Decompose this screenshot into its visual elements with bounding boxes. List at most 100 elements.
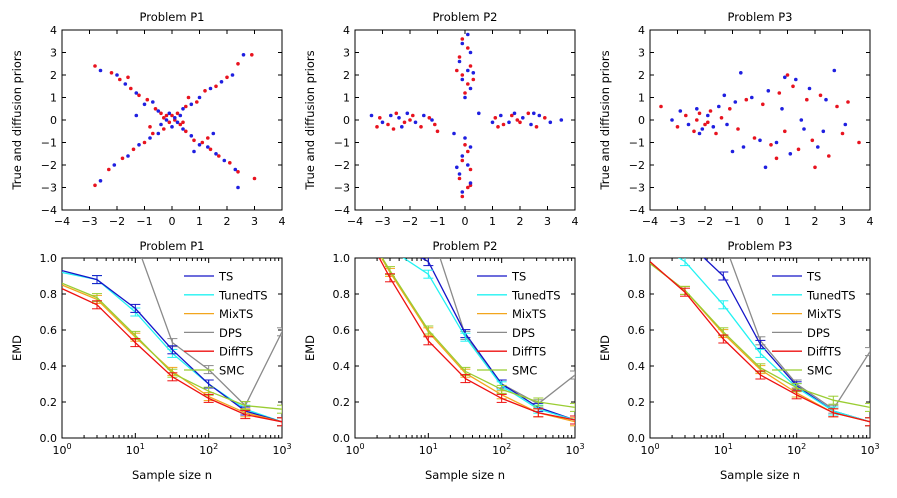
scatter-point <box>455 165 459 170</box>
scatter-point <box>118 77 122 82</box>
scatter-point <box>791 84 795 89</box>
scatter-point <box>159 122 163 127</box>
scatter-point <box>93 64 97 68</box>
y-tick-label: 1 <box>343 92 350 105</box>
scatter-point <box>186 95 191 100</box>
scatter-point <box>835 104 839 109</box>
scatter-point <box>460 73 465 77</box>
y-tick-label: −2 <box>41 159 57 172</box>
scatter-point <box>783 75 787 80</box>
x-tick-label: −2 <box>697 215 713 228</box>
scatter-point <box>123 82 128 86</box>
scatter-point <box>236 62 240 66</box>
scatter-point <box>422 113 426 118</box>
scatter-point <box>763 165 768 170</box>
scatter-point <box>700 127 705 131</box>
scatter-point <box>780 107 784 111</box>
scatter-point <box>181 107 185 111</box>
y-tick-label: 3 <box>638 47 645 60</box>
tick-base: 10 <box>640 444 654 457</box>
tick-exponent: 0 <box>66 442 71 451</box>
legend-label-mixts: MixTS <box>807 307 841 321</box>
series-lines <box>62 258 282 427</box>
legend-label-mixts: MixTS <box>219 307 253 321</box>
y-tick-label: −3 <box>334 182 350 195</box>
x-tick-label: −1 <box>136 215 152 228</box>
scatter-point <box>208 86 213 91</box>
scatter-point <box>460 158 465 163</box>
scatter-point <box>98 179 103 183</box>
legend-label-dps: DPS <box>807 326 830 340</box>
scatter-point <box>761 102 765 107</box>
scatter-point <box>548 120 553 125</box>
legend-label-mixts: MixTS <box>512 307 546 321</box>
axes-frame <box>649 29 871 211</box>
scatter-point <box>184 129 188 134</box>
scatter-point <box>807 86 812 91</box>
tick-exponent: 1 <box>433 442 438 451</box>
scatter-point <box>131 147 136 152</box>
x-tick-label: 3 <box>251 215 258 228</box>
legend-label-tunedts: TunedTS <box>218 288 268 302</box>
x-tick-label: 3 <box>544 215 551 228</box>
scatter-point <box>788 152 793 156</box>
y-tick-label: 0.2 <box>333 396 351 409</box>
scatter-point <box>457 176 462 181</box>
scatter-point <box>181 127 185 131</box>
legend-label-ts: TS <box>806 270 821 284</box>
scatter-point <box>468 145 473 149</box>
scatter-point <box>832 68 837 73</box>
scatter-point <box>151 131 155 136</box>
scatter-point <box>134 113 139 118</box>
tick-base: 10 <box>419 444 433 457</box>
scatter-point <box>369 113 374 118</box>
y-tick-label: 0.0 <box>333 432 351 445</box>
scatter-point <box>460 41 465 46</box>
scatter-point <box>405 111 410 116</box>
scatter-point <box>725 122 729 127</box>
scatter-point <box>233 167 238 172</box>
scatter-point <box>159 111 163 116</box>
tick-exponent: 3 <box>286 442 291 451</box>
scatter-point <box>419 125 423 129</box>
scatter-point <box>184 104 188 109</box>
series-true-prior <box>659 73 861 170</box>
series-diffusion-prior <box>98 53 246 190</box>
scatter-point <box>697 111 702 116</box>
x-tick-label: 103 <box>272 442 291 457</box>
scatter-point <box>526 111 531 116</box>
scatter-point <box>378 116 382 120</box>
legend: TS TunedTS MixTS DPS DiffTS SMC <box>772 270 856 378</box>
scatter-point <box>813 165 817 170</box>
legend-label-smc: SMC <box>807 364 832 378</box>
scatter-point <box>758 138 762 143</box>
scatter-point <box>695 118 699 122</box>
scatter-point <box>112 163 117 167</box>
scatter-point <box>175 111 180 116</box>
tick-exponent: 2 <box>801 442 806 451</box>
y-tick-label: 0 <box>638 114 645 127</box>
scatter-point <box>490 120 495 125</box>
scatter-point <box>785 73 790 77</box>
x-tick-label: 103 <box>565 442 584 457</box>
y-tick-label: 0.6 <box>333 324 351 337</box>
x-tick-label: 1 <box>489 215 496 228</box>
scatter-point <box>413 120 418 125</box>
scatter-point <box>468 50 473 55</box>
y-axis-label: EMD <box>303 335 317 361</box>
scatter-point <box>777 91 782 95</box>
y-tick-label: −1 <box>41 137 57 150</box>
scatter-point <box>794 77 798 82</box>
emd-p2: 100 101 102 1030.00.20.40.60.81.0TSTunedTSM… <box>303 239 585 482</box>
y-tick-label: −1 <box>334 137 350 150</box>
tick-base: 10 <box>565 444 579 457</box>
y-tick-label: −4 <box>41 204 57 217</box>
x-tick-label: 4 <box>572 215 579 228</box>
scatter-point <box>148 136 152 140</box>
scatter-point <box>400 125 404 129</box>
x-tick-label: −4 <box>642 215 658 228</box>
y-tick-label: 1 <box>638 92 645 105</box>
x-tick-label: 2 <box>224 215 231 228</box>
scatter-point <box>162 127 166 131</box>
scatter-point <box>799 118 804 122</box>
